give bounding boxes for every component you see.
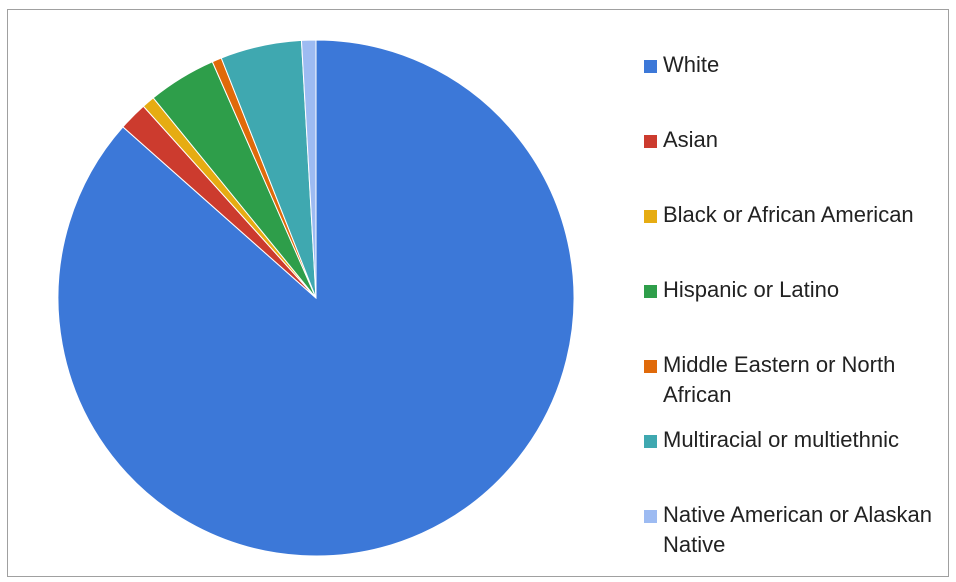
legend-swatch [644,60,657,73]
legend-swatch [644,210,657,223]
legend-item: White [644,50,719,80]
legend-item: Multiracial or multiethnic [644,425,899,455]
pie-chart [57,39,575,557]
pie-slice-white [57,39,575,557]
legend-swatch [644,435,657,448]
legend-item: Middle Eastern or North African [644,350,953,410]
legend-swatch [644,360,657,373]
legend-label: Native American or Alaskan Native [663,502,933,557]
legend-item: Native American or Alaskan Native [644,500,953,560]
legend-item: Black or African American [644,200,914,230]
legend-item: Asian [644,125,718,155]
legend-label: Black or African American [663,202,914,227]
legend-item: Hispanic or Latino [644,275,839,305]
legend-swatch [644,510,657,523]
legend-label: Asian [663,127,719,152]
legend-swatch [644,135,657,148]
legend-label: Multiracial or multiethnic [663,427,899,452]
legend-label: Hispanic or Latino [663,277,840,302]
legend-label: White [663,52,720,77]
pie-slice-native-american-or-alaskan-native [300,39,317,299]
chart-frame: White Asian Black or African American Hispa… [7,9,949,577]
legend-label: Middle Eastern or North African [663,352,896,407]
legend-swatch [644,285,657,298]
